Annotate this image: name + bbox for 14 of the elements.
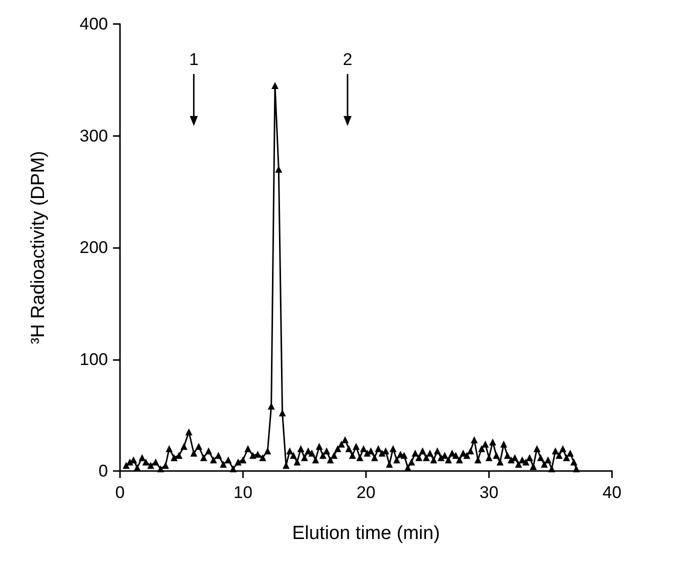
y-tick-label: 0 <box>98 462 108 480</box>
x-axis-title: Elution time (min) <box>292 523 440 544</box>
x-tick-label: 0 <box>115 483 125 502</box>
x-tick-label: 20 <box>356 483 376 502</box>
x-tick-label: 10 <box>234 483 252 502</box>
y-tick-label: 300 <box>80 126 108 146</box>
y-tick-label: 100 <box>80 350 108 369</box>
y-tick-label: 400 <box>80 14 108 34</box>
x-tick-label: 30 <box>480 483 498 502</box>
annotation: 1 <box>189 50 199 69</box>
annotation: 2 <box>342 50 352 69</box>
x-tick-label: 40 <box>602 483 622 502</box>
y-tick-label: 200 <box>80 238 108 257</box>
y-axis-title: ³H Radioactivity (DPM) <box>28 150 49 344</box>
